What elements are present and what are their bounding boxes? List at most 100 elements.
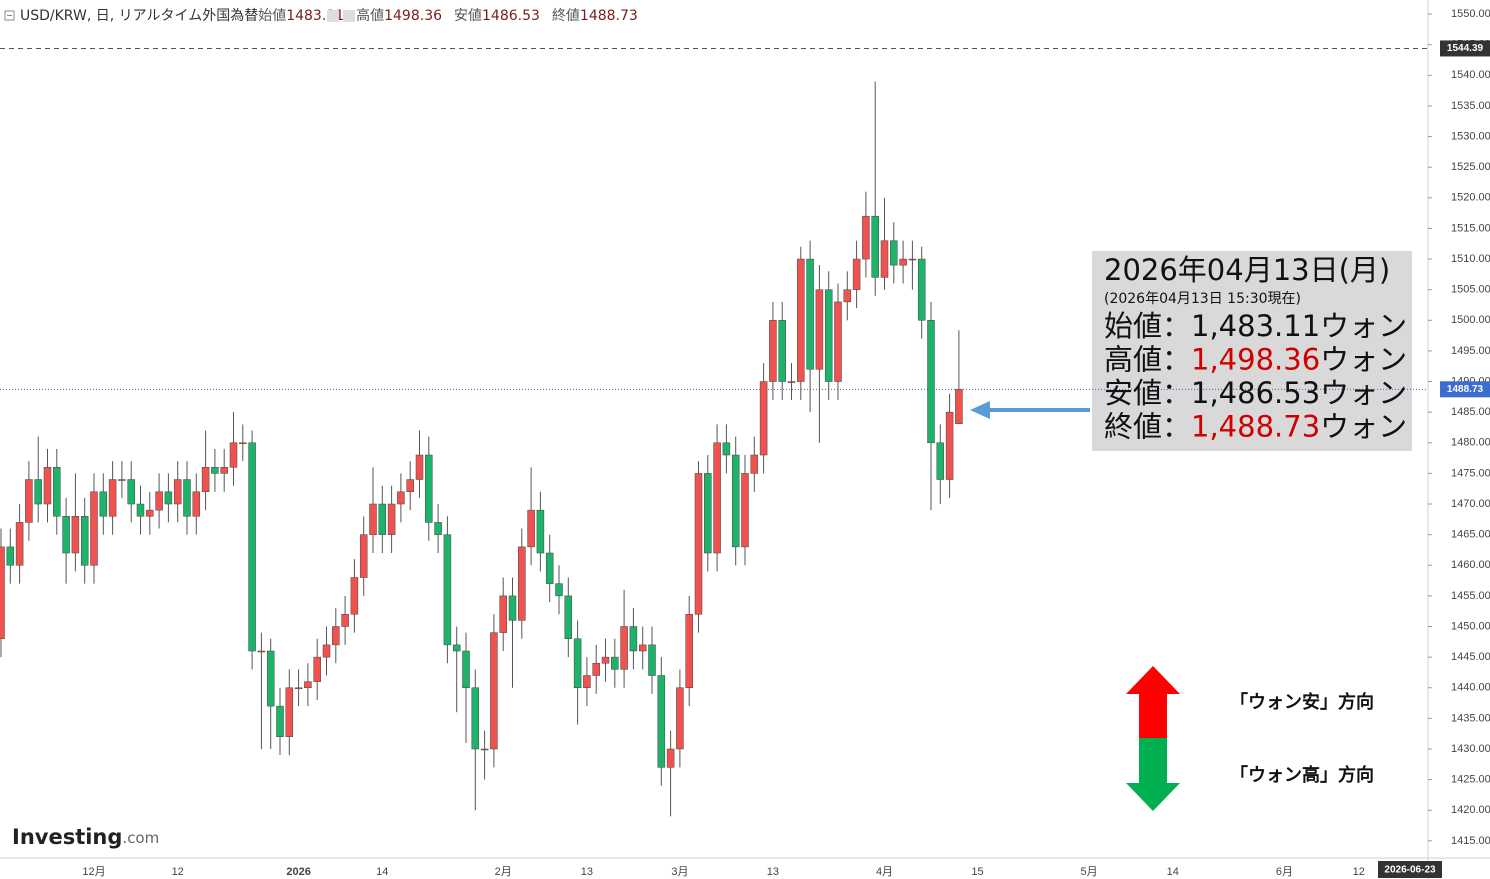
candle-body bbox=[99, 491, 108, 517]
up-arrow-head bbox=[1126, 666, 1180, 694]
candle-body bbox=[676, 687, 684, 750]
candle-body bbox=[276, 705, 284, 737]
y-tick-label: 1455.00 bbox=[1451, 590, 1490, 602]
candle-body bbox=[824, 289, 833, 382]
y-tick-label: 1510.00 bbox=[1451, 253, 1490, 265]
y-tick-label: 1440.00 bbox=[1451, 682, 1490, 694]
candle-body bbox=[387, 503, 396, 535]
logo: Investing.com bbox=[12, 825, 159, 849]
y-tick-label: 1495.00 bbox=[1451, 345, 1490, 357]
candle-body bbox=[908, 258, 917, 261]
candle-body bbox=[285, 687, 294, 737]
candle-body bbox=[955, 389, 963, 424]
y-tick-label: 1500.00 bbox=[1451, 314, 1490, 326]
candle-body bbox=[731, 454, 740, 548]
legend-value: 1488.73 bbox=[580, 8, 638, 24]
candle-body bbox=[834, 301, 842, 382]
x-tick-label: 2026 bbox=[286, 866, 310, 878]
candle-body bbox=[201, 467, 210, 493]
candle-body bbox=[62, 516, 70, 554]
info-label: 終値： bbox=[1104, 410, 1191, 444]
candle-body bbox=[499, 595, 507, 633]
candle-body bbox=[601, 656, 610, 664]
settings-icon[interactable] bbox=[327, 10, 339, 22]
x-tick-label: 3月 bbox=[671, 866, 688, 878]
candle-body bbox=[611, 656, 619, 670]
candle-body bbox=[741, 473, 749, 548]
candle-body bbox=[518, 546, 526, 621]
candle-body bbox=[211, 467, 219, 474]
candle-body bbox=[239, 442, 247, 445]
candle-body bbox=[862, 215, 870, 260]
y-tick-label: 1415.00 bbox=[1451, 835, 1490, 847]
candle-body bbox=[648, 644, 656, 676]
price-tag bbox=[1440, 381, 1490, 398]
candle-body bbox=[555, 583, 563, 597]
candle-body bbox=[462, 650, 470, 688]
candle-body bbox=[332, 626, 340, 646]
candle-body bbox=[704, 473, 712, 554]
candle-body bbox=[127, 479, 135, 505]
cursor-date-tag bbox=[1378, 861, 1442, 878]
y-tick-label: 1465.00 bbox=[1451, 529, 1490, 541]
pointer-arrow-head bbox=[970, 401, 990, 419]
x-tick-label: 12 bbox=[172, 866, 184, 878]
candle-body bbox=[71, 516, 80, 554]
candle-body bbox=[397, 491, 405, 505]
candle-body bbox=[146, 509, 154, 517]
info-unit: ウォン bbox=[1320, 309, 1407, 343]
cursor-date: 2026-06-23 bbox=[1384, 865, 1436, 876]
collapse-icon[interactable] bbox=[4, 10, 15, 21]
price-tag-label: 1544.39 bbox=[1447, 43, 1484, 54]
candle-body bbox=[359, 534, 368, 578]
candle-body bbox=[880, 240, 889, 278]
candle-body bbox=[722, 442, 731, 456]
x-tick-label: 13 bbox=[581, 866, 593, 878]
info-unit: ウォン bbox=[1320, 410, 1407, 444]
candle-body bbox=[294, 687, 303, 689]
y-tick-label: 1530.00 bbox=[1451, 130, 1490, 142]
candle-body bbox=[15, 522, 24, 566]
y-tick-label: 1525.00 bbox=[1451, 161, 1490, 173]
info-unit: ウォン bbox=[1320, 376, 1407, 410]
info-row: 高値：1,498.36ウォン bbox=[1104, 343, 1407, 377]
info-box bbox=[1092, 251, 1412, 451]
candle-body bbox=[164, 491, 173, 505]
info-row: 安値：1,486.53ウォン bbox=[1104, 376, 1407, 410]
info-unit: ウォン bbox=[1320, 343, 1407, 377]
candle-body bbox=[759, 381, 768, 456]
candle-body bbox=[108, 479, 117, 517]
info-label: 高値： bbox=[1104, 343, 1191, 377]
price-tag-label: 1488.73 bbox=[1447, 384, 1484, 395]
up-arrow-body bbox=[1139, 693, 1167, 739]
legend-label: 高値 bbox=[356, 7, 384, 24]
settings-icon[interactable] bbox=[343, 10, 355, 22]
candle-body bbox=[769, 320, 777, 382]
legend-label: 終値 bbox=[552, 8, 580, 24]
candle-body bbox=[945, 411, 954, 480]
y-tick-label: 1470.00 bbox=[1451, 498, 1490, 510]
y-tick-label: 1505.00 bbox=[1451, 284, 1490, 296]
candle-body bbox=[750, 454, 759, 474]
candle-body bbox=[638, 644, 647, 652]
x-tick-label: 14 bbox=[1167, 866, 1179, 878]
candle-body bbox=[545, 552, 554, 584]
info-value: 1,488.73 bbox=[1191, 410, 1320, 444]
candle-body bbox=[369, 503, 377, 535]
candle-body bbox=[443, 534, 452, 646]
x-tick-label: 4月 bbox=[876, 866, 893, 878]
info-row: 終値：1,488.73ウォン bbox=[1104, 410, 1407, 444]
info-label: 安値： bbox=[1104, 376, 1191, 410]
info-value: 1,483.11 bbox=[1191, 309, 1320, 343]
candle-body bbox=[713, 442, 721, 554]
info-row: 始値：1,483.11ウォン bbox=[1104, 309, 1407, 343]
legend-label: 始値 bbox=[258, 8, 286, 24]
candle-body bbox=[80, 516, 89, 566]
x-tick-label: 13 bbox=[767, 866, 779, 878]
candle-body bbox=[480, 748, 489, 751]
candle-body bbox=[806, 258, 814, 370]
candle-body bbox=[815, 289, 824, 370]
y-tick-label: 1420.00 bbox=[1451, 804, 1490, 816]
header: USD/KRW, 日, リアルタイム外国為替始値1483.11 高値1498.36… bbox=[20, 7, 638, 24]
